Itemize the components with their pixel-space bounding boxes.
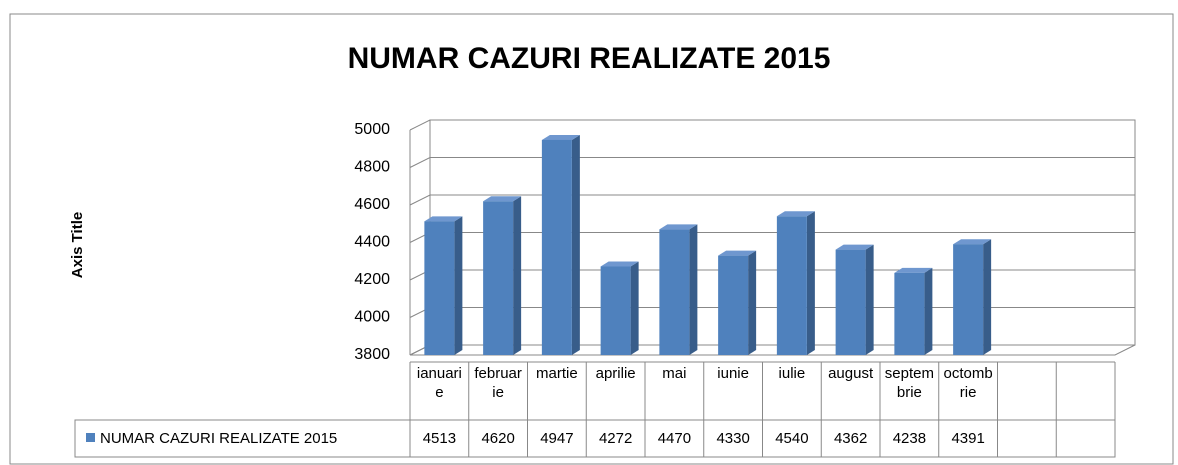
bar-side (748, 250, 757, 355)
bar (718, 255, 749, 355)
x-tick-label: septembrie (884, 365, 934, 401)
y-tick-label: 5000 (354, 121, 390, 138)
y-tick-label: 4200 (354, 271, 390, 288)
x-tick-label: octombrie (943, 365, 993, 401)
bar-side (924, 267, 933, 355)
bar (894, 272, 925, 355)
data-table-value: 4947 (540, 430, 574, 447)
data-table-value: 4540 (775, 430, 809, 447)
bar (541, 139, 572, 355)
data-table-value: 4470 (657, 430, 692, 447)
bar-top (424, 216, 463, 222)
bar-side (983, 239, 992, 355)
y-tick-label: 4000 (354, 309, 390, 326)
bar-top (894, 267, 933, 273)
bar (835, 249, 866, 355)
data-table-value: 4272 (598, 430, 633, 447)
bar (776, 216, 807, 355)
bar-top (953, 239, 992, 245)
bar-side (689, 224, 698, 355)
grid-line (409, 157, 1135, 168)
bar (483, 201, 514, 355)
x-tick-label: mai (662, 365, 687, 382)
bar-side (454, 216, 463, 355)
y-tick-label: 4800 (354, 159, 390, 176)
bar-top (600, 261, 639, 267)
bar-side (865, 244, 874, 355)
chart-frame (9, 13, 1174, 465)
bar-top (659, 224, 698, 230)
bar-side (630, 261, 639, 355)
x-tick-label: ianuarie (416, 365, 462, 401)
bar-side (513, 196, 522, 355)
bar (424, 221, 455, 355)
chart-title: NUMAR CAZURI REALIZATE 2015 (348, 42, 831, 75)
x-tick-label: aprilie (595, 365, 636, 382)
bar (600, 266, 631, 355)
bar-top (483, 196, 522, 202)
bar-top (835, 244, 874, 250)
grid-line (409, 194, 1135, 206)
x-tick-label: iulie (778, 365, 806, 382)
data-table-value: 4238 (892, 430, 927, 447)
x-tick-label: martie (536, 365, 578, 382)
y-axis-title: Axis Title (69, 212, 86, 278)
x-tick-label: iunie (717, 365, 749, 382)
bar-top (718, 250, 757, 256)
bar-top (541, 134, 580, 140)
bar-side (806, 211, 815, 355)
bar-top (776, 211, 815, 217)
x-tick-label: februarie (474, 365, 522, 401)
data-table-value: 4513 (422, 430, 457, 447)
data-table-value: 4391 (951, 430, 985, 447)
legend-swatch (86, 433, 95, 442)
y-tick-label: 4400 (354, 234, 390, 251)
bar (953, 244, 984, 355)
data-table-value: 4362 (833, 430, 868, 447)
bar (659, 229, 690, 355)
y-tick-label: 4600 (354, 196, 390, 213)
legend-label: NUMAR CAZURI REALIZATE 2015 (100, 430, 338, 447)
data-table-value: 4620 (481, 430, 515, 447)
x-tick-label: august (828, 365, 874, 382)
data-table-value: 4330 (716, 430, 750, 447)
grid-line (409, 119, 1135, 131)
y-tick-label: 3800 (354, 346, 390, 363)
bar-side (571, 134, 580, 355)
